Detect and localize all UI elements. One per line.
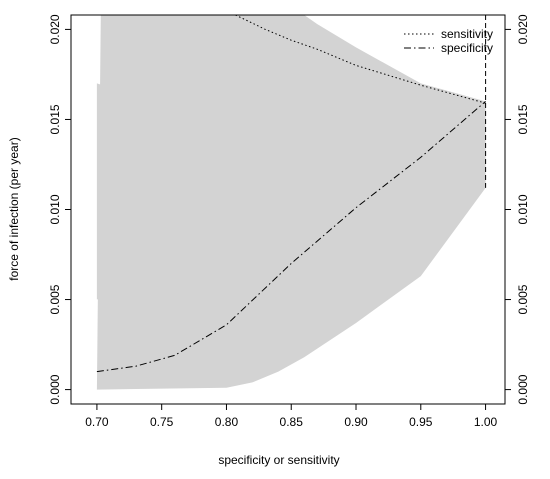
series-line-specificity — [96, 101, 486, 373]
y-tick-label-left: 0.015 — [48, 104, 62, 134]
y-tick-label-right: 0.005 — [516, 284, 530, 314]
x-tick-label: 0.80 — [215, 415, 239, 429]
x-axis-label: specificity or sensitivity — [218, 453, 339, 467]
x-tick-label: 0.90 — [344, 415, 368, 429]
y-tick-label-right: 0.020 — [516, 14, 530, 44]
y-tick-label-left: 0.000 — [48, 374, 62, 404]
y-axis-label: force of infection (per year) — [7, 137, 21, 280]
confidence-band-2 — [96, 15, 486, 390]
confidence-bands — [96, 15, 486, 390]
y-tick-label-right: 0.015 — [516, 104, 530, 134]
y-tick-label-left: 0.020 — [48, 14, 62, 44]
y-axis-left: 0.000 0.005 0.010 0.015 0.020 — [48, 14, 71, 405]
x-tick-label: 0.70 — [85, 415, 109, 429]
series-line-sensitivity — [235, 15, 486, 104]
legend-label-specificity: specificity — [441, 41, 493, 55]
y-tick-label-left: 0.005 — [48, 284, 62, 314]
x-tick-label: 0.95 — [409, 415, 433, 429]
x-tick-label: 1.00 — [474, 415, 498, 429]
x-tick-label: 0.75 — [150, 415, 174, 429]
y-axis-right: 0.000 0.005 0.010 0.015 0.020 — [505, 14, 530, 405]
legend-label-sensitivity: sensitivity — [441, 27, 493, 41]
y-tick-label-left: 0.010 — [48, 194, 62, 224]
x-axis: 0.70 0.75 0.80 0.85 0.90 0.95 1.00 — [85, 403, 498, 429]
y-tick-label-right: 0.000 — [516, 374, 530, 404]
y-tick-label-right: 0.010 — [516, 194, 530, 224]
series-lines — [96, 15, 487, 373]
x-tick-label: 0.85 — [280, 415, 304, 429]
